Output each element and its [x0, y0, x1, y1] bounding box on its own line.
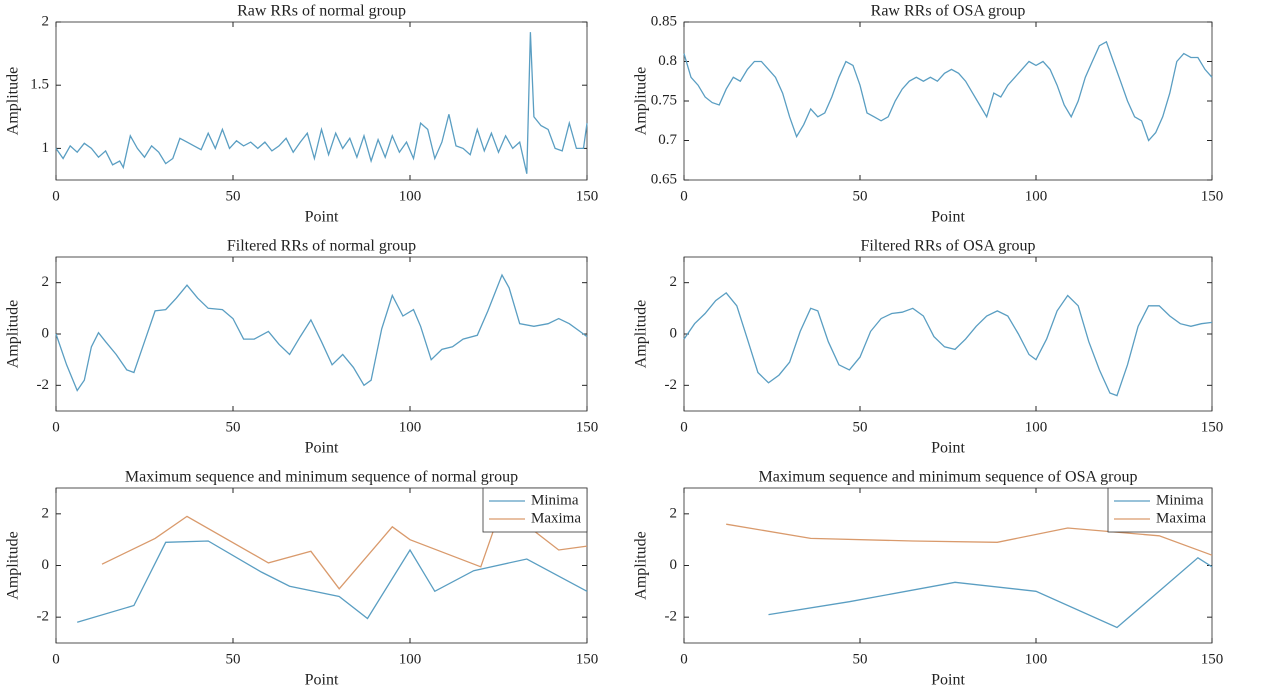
legend-box	[482, 487, 588, 533]
legend-label: Maxima	[531, 510, 581, 526]
plot-area	[55, 256, 588, 412]
data-line	[55, 32, 588, 174]
x-tick-label: 50	[226, 651, 241, 667]
y-tick-label: -2	[37, 377, 50, 393]
chart-title: Maximum sequence and minimum sequence of…	[125, 469, 518, 486]
y-tick-label: -2	[665, 377, 678, 393]
y-tick-label: 0	[42, 325, 50, 341]
y-tick-label: 1	[42, 140, 50, 156]
legend-label: Maxima	[1156, 510, 1206, 526]
chart-title: Raw RRs of normal group	[237, 3, 406, 20]
x-tick-label: 50	[226, 419, 241, 435]
x-tick-label: 0	[52, 188, 60, 204]
x-tick-label: 100	[399, 419, 422, 435]
x-tick-label: 150	[1201, 651, 1224, 667]
x-tick-label: 0	[680, 419, 688, 435]
x-tick-label: 50	[853, 419, 868, 435]
x-tick-label: 100	[1025, 188, 1048, 204]
chart-title: Raw RRs of OSA group	[871, 3, 1026, 20]
x-tick-label: 50	[853, 651, 868, 667]
y-tick-label: 2	[670, 274, 678, 290]
x-tick-label: 150	[576, 188, 599, 204]
data-line	[726, 523, 1213, 556]
x-axis-label: Point	[305, 440, 339, 457]
plot-area	[55, 21, 588, 181]
plot-area	[683, 256, 1213, 412]
x-axis-label: Point	[931, 209, 965, 226]
y-tick-label: 2	[42, 274, 50, 290]
x-tick-label: 50	[853, 188, 868, 204]
y-tick-label: 0.85	[651, 13, 677, 29]
x-tick-label: 0	[680, 651, 688, 667]
y-tick-label: 2	[670, 505, 678, 521]
x-tick-label: 100	[1025, 419, 1048, 435]
y-axis-label: Amplitude	[633, 67, 650, 135]
y-tick-label: 0.65	[651, 171, 677, 187]
y-axis-label: Amplitude	[633, 300, 650, 368]
legend-label: Minima	[1156, 492, 1204, 508]
chart-title: Filtered RRs of normal group	[227, 238, 416, 255]
y-axis-label: Amplitude	[633, 531, 650, 599]
x-axis-label: Point	[305, 209, 339, 226]
x-tick-label: 0	[52, 419, 60, 435]
x-tick-label: 150	[1201, 419, 1224, 435]
y-tick-label: 0	[670, 557, 678, 573]
x-tick-label: 0	[680, 188, 688, 204]
x-tick-label: 0	[52, 651, 60, 667]
y-tick-label: 0.8	[658, 53, 677, 69]
data-line	[768, 556, 1213, 629]
x-tick-label: 150	[1201, 188, 1224, 204]
x-tick-label: 100	[399, 188, 422, 204]
y-tick-label: -2	[665, 609, 678, 625]
x-tick-label: 50	[226, 188, 241, 204]
y-tick-label: -2	[37, 609, 50, 625]
y-tick-label: 0.7	[658, 132, 677, 148]
y-tick-label: 0.75	[651, 92, 677, 108]
chart-title: Filtered RRs of OSA group	[860, 238, 1035, 255]
y-tick-label: 1.5	[30, 77, 49, 93]
x-axis-label: Point	[931, 672, 965, 689]
data-line	[683, 292, 1213, 397]
y-axis-label: Amplitude	[5, 531, 22, 599]
x-axis-label: Point	[931, 440, 965, 457]
y-tick-label: 0	[42, 557, 50, 573]
y-tick-label: 2	[42, 505, 50, 521]
x-tick-label: 100	[1025, 651, 1048, 667]
data-line	[55, 273, 588, 392]
legend-label: Minima	[531, 492, 579, 508]
y-axis-label: Amplitude	[5, 67, 22, 135]
y-axis-label: Amplitude	[5, 300, 22, 368]
plot-area	[683, 21, 1213, 181]
chart-title: Maximum sequence and minimum sequence of…	[758, 469, 1137, 486]
y-tick-label: 0	[670, 325, 678, 341]
x-tick-label: 100	[399, 651, 422, 667]
legend-box	[1107, 487, 1213, 533]
data-line	[683, 40, 1213, 142]
y-tick-label: 2	[42, 13, 50, 29]
x-tick-label: 150	[576, 419, 599, 435]
data-line	[77, 540, 588, 623]
x-axis-label: Point	[305, 672, 339, 689]
x-tick-label: 150	[576, 651, 599, 667]
